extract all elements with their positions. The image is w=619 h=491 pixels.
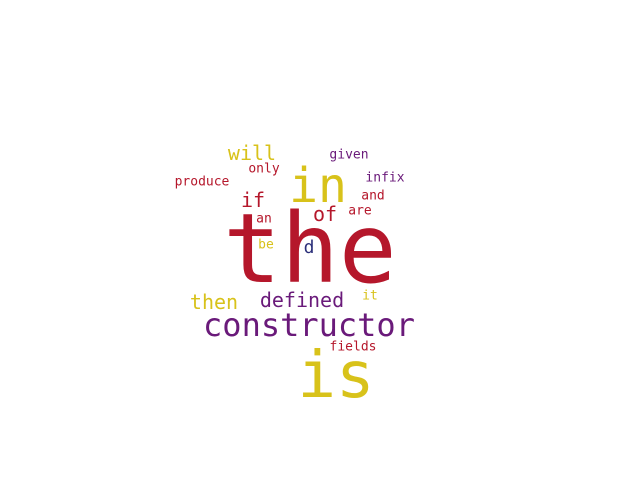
word-the: the: [223, 193, 397, 305]
word-infix: infix: [365, 170, 405, 186]
word-an: an: [256, 211, 272, 227]
word-if: if: [240, 188, 266, 212]
word-is: is: [297, 339, 375, 413]
word-produce: produce: [174, 174, 230, 190]
word-defined: defined: [259, 288, 345, 312]
word-it: it: [362, 288, 378, 304]
word-in: in: [289, 158, 347, 214]
word-only: only: [248, 161, 280, 177]
word-given: given: [329, 147, 369, 163]
word-and: and: [361, 188, 385, 204]
word-be: be: [258, 237, 274, 253]
word-are: are: [348, 203, 372, 219]
word-d: d: [303, 237, 315, 258]
word-fields: fields: [329, 339, 377, 355]
word-then: then: [189, 290, 239, 314]
word-will: will: [227, 141, 277, 165]
word-of: of: [312, 202, 338, 226]
word-constructor: constructor: [203, 306, 415, 344]
